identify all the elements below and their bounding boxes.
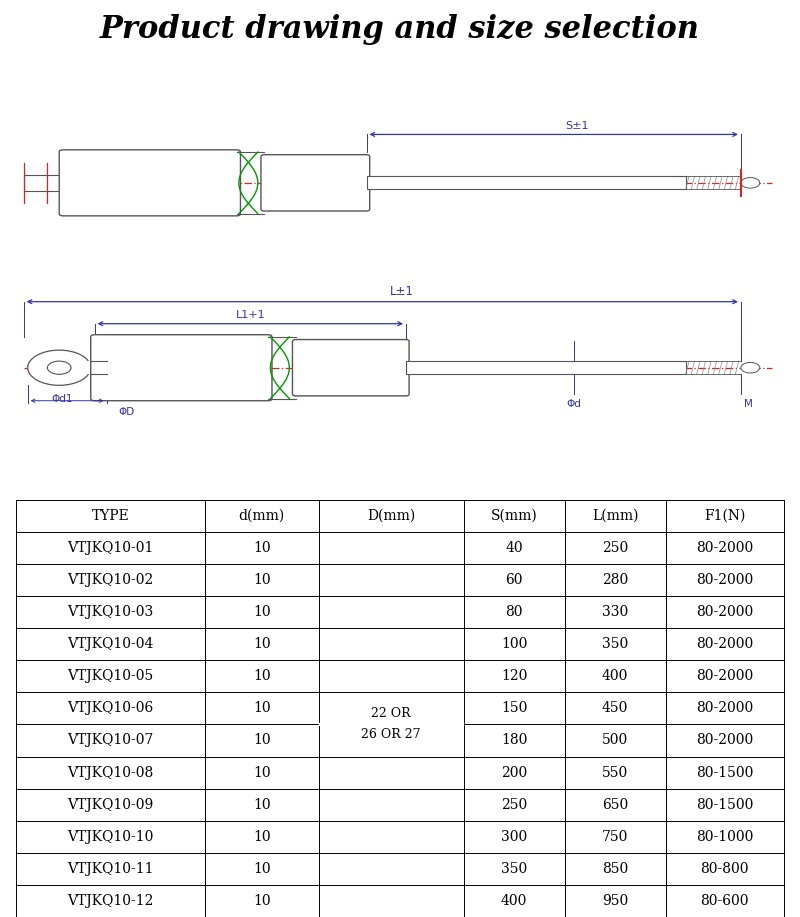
Text: 200: 200 bbox=[501, 766, 527, 779]
Text: VTJKQ10-06: VTJKQ10-06 bbox=[67, 702, 154, 715]
FancyBboxPatch shape bbox=[261, 155, 370, 211]
Text: 150: 150 bbox=[501, 702, 527, 715]
Text: VTJKQ10-05: VTJKQ10-05 bbox=[67, 669, 154, 683]
Text: 10: 10 bbox=[253, 798, 270, 812]
Circle shape bbox=[28, 350, 90, 385]
Text: 500: 500 bbox=[602, 734, 628, 747]
Text: L(mm): L(mm) bbox=[592, 509, 638, 523]
Text: VTJKQ10-10: VTJKQ10-10 bbox=[67, 830, 154, 844]
Text: 10: 10 bbox=[253, 541, 270, 555]
Text: 400: 400 bbox=[602, 669, 628, 683]
Text: Φd: Φd bbox=[566, 399, 582, 409]
Text: 10: 10 bbox=[253, 702, 270, 715]
Text: VTJKQ10-02: VTJKQ10-02 bbox=[67, 573, 154, 587]
Text: 80-2000: 80-2000 bbox=[696, 541, 754, 555]
Text: 180: 180 bbox=[501, 734, 527, 747]
Text: 80-2000: 80-2000 bbox=[696, 702, 754, 715]
Text: F1(N): F1(N) bbox=[704, 509, 746, 523]
Text: M: M bbox=[744, 399, 753, 409]
Circle shape bbox=[741, 178, 760, 188]
Text: ΦD: ΦD bbox=[118, 407, 134, 417]
Text: 10: 10 bbox=[253, 862, 270, 876]
Text: 80-2000: 80-2000 bbox=[696, 734, 754, 747]
Text: 280: 280 bbox=[602, 573, 628, 587]
Text: 10: 10 bbox=[253, 669, 270, 683]
Text: S(mm): S(mm) bbox=[490, 509, 538, 523]
Text: 10: 10 bbox=[253, 830, 270, 844]
Text: 450: 450 bbox=[602, 702, 628, 715]
Text: 10: 10 bbox=[253, 605, 270, 619]
Text: 80-1500: 80-1500 bbox=[696, 798, 754, 812]
Text: VTJKQ10-01: VTJKQ10-01 bbox=[67, 541, 154, 555]
Text: Product drawing and size selection: Product drawing and size selection bbox=[100, 15, 700, 45]
Text: VTJKQ10-08: VTJKQ10-08 bbox=[67, 766, 154, 779]
Text: 250: 250 bbox=[501, 798, 527, 812]
Text: 80-2000: 80-2000 bbox=[696, 637, 754, 651]
Text: 80-1000: 80-1000 bbox=[696, 830, 754, 844]
Bar bbox=[86, 361, 102, 374]
Text: 40: 40 bbox=[506, 541, 523, 555]
Text: 250: 250 bbox=[602, 541, 628, 555]
FancyBboxPatch shape bbox=[59, 149, 241, 215]
Text: 80-800: 80-800 bbox=[701, 862, 749, 876]
Text: 100: 100 bbox=[501, 637, 527, 651]
Text: VTJKQ10-07: VTJKQ10-07 bbox=[67, 734, 154, 747]
Text: Φd1: Φd1 bbox=[51, 394, 73, 404]
FancyBboxPatch shape bbox=[90, 335, 272, 401]
Bar bbox=[24, 175, 63, 191]
Circle shape bbox=[47, 361, 71, 374]
Text: 80-2000: 80-2000 bbox=[696, 605, 754, 619]
Text: TYPE: TYPE bbox=[91, 509, 130, 523]
Text: 80: 80 bbox=[506, 605, 523, 619]
Text: VTJKQ10-12: VTJKQ10-12 bbox=[67, 894, 154, 908]
Text: 10: 10 bbox=[253, 573, 270, 587]
Text: 80-2000: 80-2000 bbox=[696, 573, 754, 587]
Text: 10: 10 bbox=[253, 734, 270, 747]
Text: 550: 550 bbox=[602, 766, 628, 779]
Text: L±1: L±1 bbox=[390, 285, 414, 298]
Text: 350: 350 bbox=[602, 637, 628, 651]
Text: 22 OR
26 OR 27: 22 OR 26 OR 27 bbox=[362, 707, 421, 742]
Text: 650: 650 bbox=[602, 798, 628, 812]
FancyBboxPatch shape bbox=[293, 339, 409, 396]
Text: 350: 350 bbox=[501, 862, 527, 876]
Text: 10: 10 bbox=[253, 894, 270, 908]
Text: 80-2000: 80-2000 bbox=[696, 669, 754, 683]
Bar bbox=[406, 361, 686, 374]
Text: S±1: S±1 bbox=[566, 121, 589, 131]
Text: 950: 950 bbox=[602, 894, 628, 908]
Text: 10: 10 bbox=[253, 766, 270, 779]
Text: VTJKQ10-09: VTJKQ10-09 bbox=[67, 798, 154, 812]
Text: 300: 300 bbox=[501, 830, 527, 844]
Text: VTJKQ10-04: VTJKQ10-04 bbox=[67, 637, 154, 651]
Text: 850: 850 bbox=[602, 862, 628, 876]
Text: L1+1: L1+1 bbox=[235, 310, 265, 320]
Text: VTJKQ10-03: VTJKQ10-03 bbox=[67, 605, 154, 619]
Text: D(mm): D(mm) bbox=[367, 509, 415, 523]
Text: 750: 750 bbox=[602, 830, 628, 844]
Text: 400: 400 bbox=[501, 894, 527, 908]
Text: 80-1500: 80-1500 bbox=[696, 766, 754, 779]
Text: 330: 330 bbox=[602, 605, 628, 619]
Text: 60: 60 bbox=[506, 573, 523, 587]
Text: 10: 10 bbox=[253, 637, 270, 651]
Text: 80-600: 80-600 bbox=[701, 894, 749, 908]
Circle shape bbox=[741, 362, 760, 373]
Bar bbox=[366, 176, 686, 190]
Text: VTJKQ10-11: VTJKQ10-11 bbox=[67, 862, 154, 876]
Text: d(mm): d(mm) bbox=[238, 509, 285, 523]
Text: 120: 120 bbox=[501, 669, 527, 683]
